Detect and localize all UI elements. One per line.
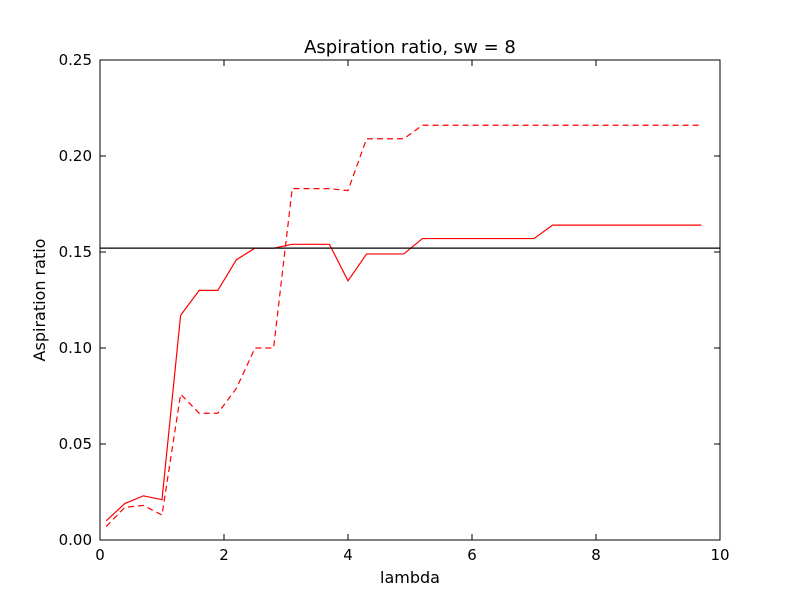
series-line-dashed — [105, 124, 702, 527]
x-tick-label: 4 — [343, 546, 353, 564]
chart-title: Aspiration ratio, sw = 8 — [304, 37, 516, 58]
x-tick-label: 0 — [95, 546, 105, 564]
x-axis-label: lambda — [380, 568, 440, 587]
y-tick-label: 0.00 — [59, 531, 92, 549]
plot-area: 0 2 4 6 8 10 0.00 0.05 0.10 0.15 0.20 0.25 — [59, 51, 730, 564]
y-tick-label: 0.15 — [59, 243, 92, 261]
y-tick-label: 0.05 — [59, 435, 92, 453]
y-tick-label: 0.25 — [59, 51, 92, 69]
series-line-solid — [105, 224, 702, 522]
plot-frame — [99, 59, 721, 541]
y-axis-label: Aspiration ratio — [30, 239, 49, 362]
y-tick-label: 0.10 — [59, 339, 92, 357]
x-tick-label: 10 — [710, 546, 729, 564]
y-tick-label: 0.20 — [59, 147, 92, 165]
x-tick-label: 2 — [219, 546, 229, 564]
x-tick-label: 6 — [467, 546, 477, 564]
x-tick-label: 8 — [591, 546, 601, 564]
